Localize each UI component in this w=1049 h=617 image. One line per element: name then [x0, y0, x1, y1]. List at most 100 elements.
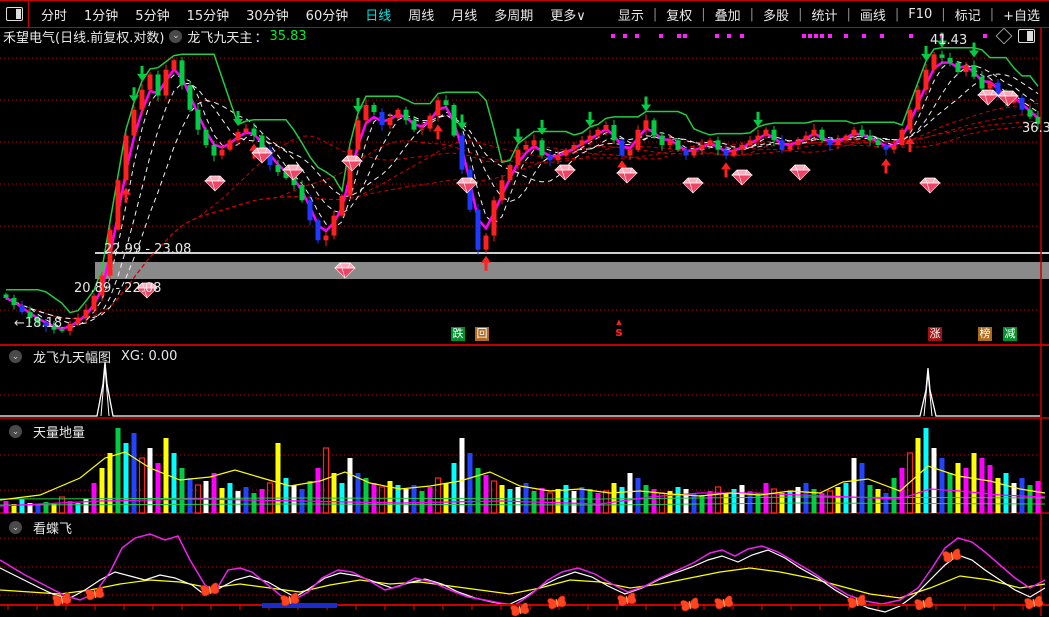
volume-bar[interactable] [1003, 473, 1009, 513]
volume-bar[interactable] [259, 489, 265, 513]
volume-bar[interactable] [434, 477, 442, 514]
volume-bar[interactable] [770, 488, 778, 514]
volume-bar[interactable] [539, 488, 545, 513]
volume-bar[interactable] [75, 503, 81, 513]
volume-bar[interactable] [203, 481, 209, 513]
volume-bar[interactable] [291, 485, 297, 513]
volume-bar[interactable] [179, 468, 185, 513]
volume-bar[interactable] [627, 473, 633, 513]
volume-bar[interactable] [714, 486, 722, 514]
volume-bar[interactable] [378, 486, 386, 514]
volume-bar[interactable] [131, 433, 137, 513]
volume-bar[interactable] [515, 487, 521, 513]
volume-bar[interactable] [795, 487, 801, 513]
volume-bar[interactable] [1027, 485, 1033, 513]
volume-bar[interactable] [355, 473, 361, 513]
volume-bar[interactable] [459, 438, 465, 513]
volume-bar[interactable] [11, 504, 17, 513]
volume-bar[interactable] [747, 491, 753, 513]
period-tab-8[interactable]: 月线 [451, 8, 478, 24]
volume-bar[interactable] [675, 487, 681, 513]
volume-bar[interactable] [963, 468, 969, 513]
volume-bar[interactable] [731, 489, 737, 513]
volume-bar[interactable] [723, 493, 729, 513]
volume-bar[interactable] [211, 473, 217, 513]
volume-bar[interactable] [307, 481, 313, 513]
volume-bar[interactable] [475, 468, 481, 513]
volume-bar[interactable] [99, 468, 105, 513]
volume-bar[interactable] [43, 502, 49, 513]
toolbar-button-2[interactable]: 叠加 [714, 8, 741, 24]
volume-bar[interactable] [739, 485, 745, 513]
toolbar-button-8[interactable]: +自选 [1003, 8, 1040, 24]
volume-bar[interactable] [138, 457, 146, 514]
volume-bar[interactable] [235, 491, 241, 513]
period-tab-9[interactable]: 多周期 [494, 8, 534, 24]
volume-bar[interactable] [995, 478, 1001, 513]
volume-bar[interactable] [906, 452, 914, 514]
volume-bar[interactable] [347, 458, 353, 513]
volume-bar[interactable] [979, 458, 985, 513]
volume-bar[interactable] [187, 478, 193, 513]
volume-bar[interactable] [667, 491, 673, 513]
volume-bar[interactable] [763, 483, 769, 513]
volume-bar[interactable] [403, 489, 409, 513]
volume-bar[interactable] [939, 458, 945, 513]
volume-bar[interactable] [283, 478, 289, 513]
volume-bar[interactable] [635, 478, 641, 513]
volume-bar[interactable] [67, 501, 73, 513]
volume-bar[interactable] [331, 473, 337, 513]
volume-bar[interactable] [826, 490, 834, 514]
volume-bar[interactable] [707, 491, 713, 513]
volume-bar[interactable] [483, 475, 489, 513]
volume-bar[interactable] [875, 489, 881, 513]
volume-bar[interactable] [787, 491, 793, 513]
volume-bar[interactable] [490, 480, 498, 514]
volume-bar[interactable] [451, 463, 457, 513]
volume-bar[interactable] [602, 490, 610, 514]
volume-bar[interactable] [867, 485, 873, 513]
volume-bar[interactable] [51, 504, 57, 513]
period-tab-0[interactable]: 分时 [41, 8, 68, 24]
toolbar-button-1[interactable]: 复权 [666, 8, 693, 24]
volume-bar[interactable] [171, 453, 177, 513]
volume-bar[interactable] [107, 453, 113, 513]
volume-bar[interactable] [923, 428, 929, 513]
volume-bar[interactable] [411, 485, 417, 513]
volume-bar[interactable] [571, 491, 577, 513]
volume-bar[interactable] [147, 448, 153, 513]
volume-bar[interactable] [835, 487, 841, 513]
volume-bar[interactable] [691, 493, 697, 513]
volume-bar[interactable] [35, 505, 41, 513]
volume-bar[interactable] [322, 447, 330, 514]
volume-bar[interactable] [315, 468, 321, 513]
toolbar-button-4[interactable]: 统计 [811, 8, 838, 24]
volume-bar[interactable] [987, 465, 993, 513]
period-tab-2[interactable]: 5分钟 [135, 8, 170, 24]
volume-bar[interactable] [523, 483, 529, 513]
volume-bar[interactable] [19, 499, 25, 513]
volume-bar[interactable] [163, 438, 169, 513]
volume-bar[interactable] [467, 453, 473, 513]
volume-bar[interactable] [115, 428, 121, 513]
period-tab-10[interactable]: 更多∨ [550, 8, 586, 24]
volume-bar[interactable] [587, 489, 593, 513]
volume-bar[interactable] [275, 443, 281, 513]
toolbar-button-5[interactable]: 画线 [859, 8, 886, 24]
volume-bar[interactable] [803, 483, 809, 513]
volume-bar[interactable] [555, 489, 561, 513]
volume-bar[interactable] [931, 448, 937, 513]
volume-bar[interactable] [123, 443, 129, 513]
volume-bar[interactable] [83, 499, 89, 513]
volume-bar[interactable] [363, 478, 369, 513]
volume-bar[interactable] [387, 481, 393, 513]
period-tab-7[interactable]: 周线 [408, 8, 435, 24]
volume-bar[interactable] [579, 487, 585, 513]
volume-bar[interactable] [651, 489, 657, 513]
volume-bar[interactable] [3, 501, 9, 513]
volume-bar[interactable] [859, 463, 865, 513]
period-tab-3[interactable]: 15分钟 [186, 8, 230, 24]
volume-bar[interactable] [891, 478, 897, 513]
toolbar-button-3[interactable]: 多股 [763, 8, 790, 24]
volume-bar[interactable] [219, 488, 225, 513]
